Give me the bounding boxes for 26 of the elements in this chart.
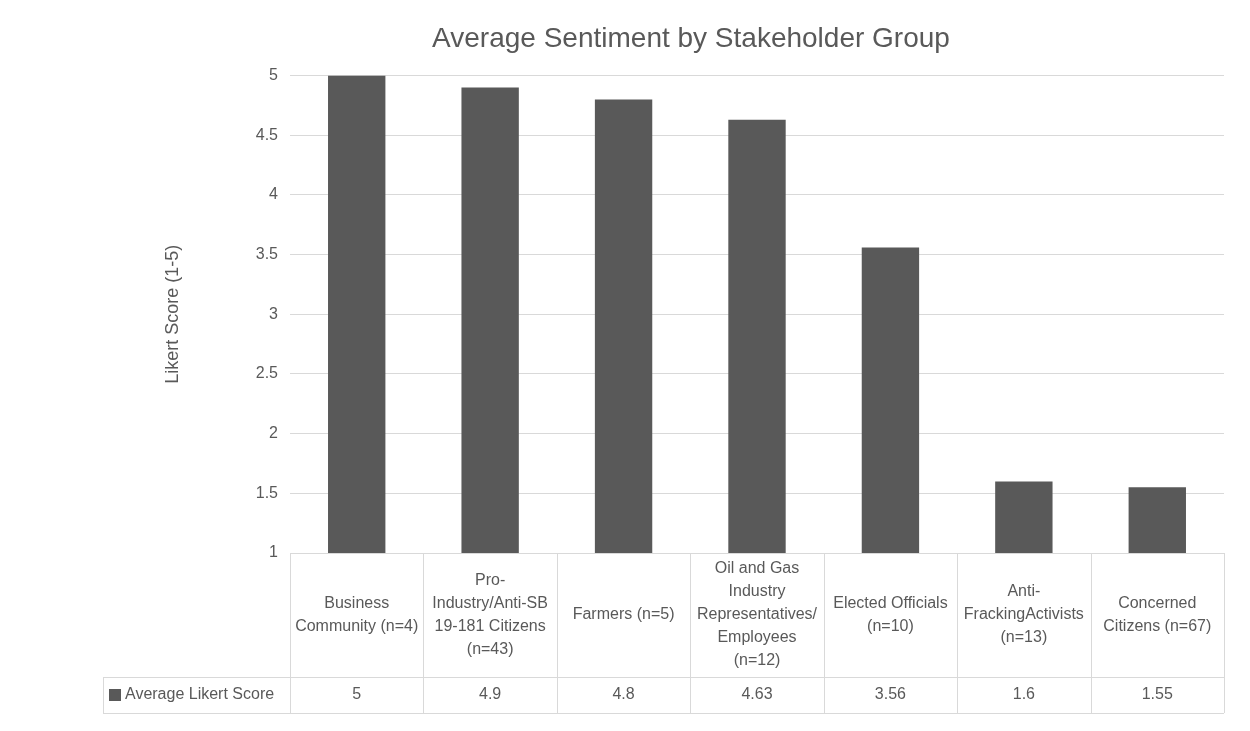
x-tick-label: Anti-FrackingActivists (n=13) <box>963 582 1084 646</box>
y-tick-label: 5 <box>269 66 279 84</box>
y-tick-label: 3 <box>269 304 279 322</box>
y-tick-label: 2.5 <box>255 364 279 382</box>
y-axis-title: Likert Score (1-5) <box>161 244 182 384</box>
y-tick-label: 2 <box>269 424 279 442</box>
data-label: 1.55 <box>1141 685 1173 703</box>
legend-label: Average Likert Score <box>125 685 275 703</box>
y-tick-label: 4 <box>269 185 279 203</box>
x-tick-label: Elected Officials (n=10) <box>833 593 948 634</box>
x-tick-label: Concerned Citizens (n=67) <box>1103 593 1212 634</box>
x-tick-label: Oil and Gas Industry Representatives/Employees (n=12) <box>696 559 818 669</box>
chart-title: Average Sentiment by Stakeholder Group <box>432 21 950 53</box>
data-label: 5 <box>352 685 362 703</box>
data-label: 4.63 <box>741 685 773 703</box>
x-tick-label: Pro-Industry/Anti-SB 19-181 Citizens (n=43) <box>432 570 548 657</box>
data-label: 3.56 <box>874 685 907 703</box>
y-tick-label: 1.5 <box>255 483 279 501</box>
y-tick-label: 4.5 <box>255 125 279 143</box>
y-tick-label: 3.5 <box>255 245 279 263</box>
data-label: 1.6 <box>1012 685 1036 703</box>
data-label: 4.9 <box>479 685 502 703</box>
x-tick-label: Farmers (n=5) <box>572 605 675 623</box>
x-tick-label: Business Community (n=4) <box>295 593 419 634</box>
data-label: 4.8 <box>612 685 635 703</box>
y-tick-label: 1 <box>269 543 279 561</box>
